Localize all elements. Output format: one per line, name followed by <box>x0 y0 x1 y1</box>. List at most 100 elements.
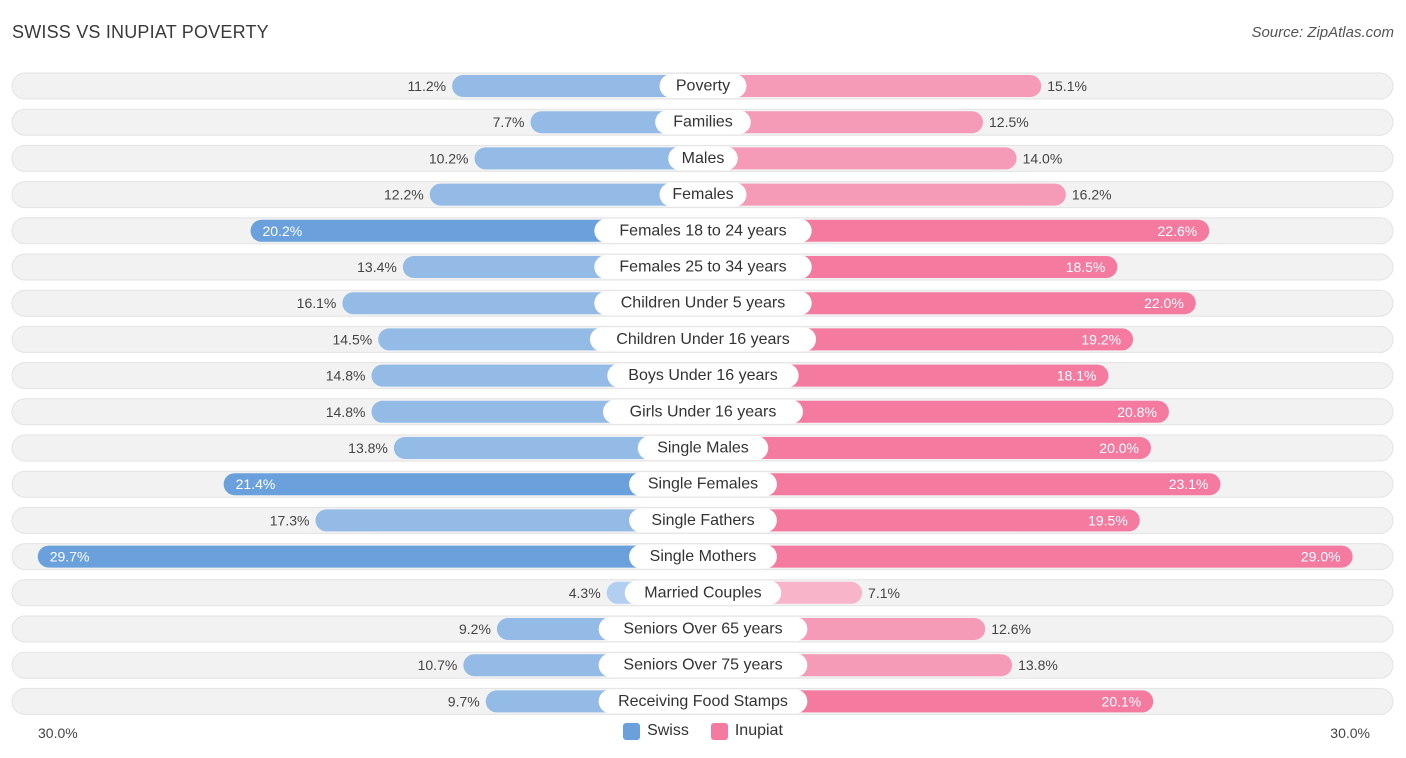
legend-item-swiss: Swiss <box>623 722 689 740</box>
category-pill-seniors-over-65-years <box>598 617 808 641</box>
value-inupiat-males: 14.0% <box>1023 150 1063 166</box>
category-pill-receiving-food-stamps <box>598 689 808 714</box>
value-swiss-children-under-16-years: 14.5% <box>332 331 372 347</box>
category-label-females-18-to-24-years: Females 18 to 24 years <box>619 222 786 239</box>
value-swiss-families: 7.7% <box>493 114 525 130</box>
bar-swiss-single-mothers <box>37 545 715 568</box>
value-inupiat-single-females: 23.1% <box>1169 476 1209 492</box>
value-inupiat-females: 16.2% <box>1072 187 1112 203</box>
category-label-females: Females <box>672 186 733 203</box>
value-inupiat-single-mothers: 29.0% <box>1301 549 1341 565</box>
bar-inupiat-males <box>692 147 1017 170</box>
category-label-females-25-to-34-years: Females 25 to 34 years <box>619 259 786 276</box>
category-pill-married-couples <box>624 580 782 605</box>
category-label-poverty: Poverty <box>676 78 730 95</box>
bar-inupiat-receiving-food-stamps <box>692 690 1154 713</box>
category-pill-single-females <box>629 472 777 497</box>
category-label-single-males: Single Males <box>657 440 749 457</box>
category-label-males: Males <box>682 150 725 167</box>
bar-inupiat-children-under-5-years <box>692 292 1196 315</box>
value-inupiat-females-18-to-24-years: 22.6% <box>1158 223 1198 239</box>
value-swiss-single-males: 13.8% <box>348 440 388 456</box>
category-pill-single-mothers <box>629 544 777 569</box>
category-label-married-couples: Married Couples <box>644 584 761 601</box>
category-label-children-under-5-years: Children Under 5 years <box>621 295 786 312</box>
chart-source: Source: ZipAtlas.com <box>1251 24 1394 41</box>
legend-item-inupiat: Inupiat <box>710 722 783 740</box>
bar-swiss-males <box>474 147 714 170</box>
bar-swiss-single-fathers <box>315 509 714 532</box>
value-swiss-receiving-food-stamps: 9.7% <box>448 693 480 709</box>
category-pill-poverty <box>659 74 747 98</box>
axis-right-label: 30.0% <box>1330 725 1370 741</box>
category-pill-females <box>659 182 747 207</box>
value-inupiat-poverty: 15.1% <box>1047 78 1087 94</box>
value-swiss-single-mothers: 29.7% <box>50 549 90 565</box>
value-swiss-males: 10.2% <box>429 150 469 166</box>
category-pill-families <box>655 110 751 135</box>
value-inupiat-seniors-over-65-years: 12.6% <box>991 621 1031 637</box>
value-swiss-seniors-over-75-years: 10.7% <box>418 657 458 673</box>
bar-swiss-females <box>429 183 714 206</box>
category-pill-females-18-to-24-years <box>594 218 812 243</box>
category-pill-males <box>668 146 738 171</box>
bar-inupiat-families <box>692 111 983 134</box>
chart-title: SWISS VS INUPIAT POVERTY <box>12 22 269 42</box>
category-label-single-mothers: Single Mothers <box>650 548 757 565</box>
category-pill-children-under-5-years <box>594 291 812 316</box>
category-label-boys-under-16-years: Boys Under 16 years <box>628 367 777 384</box>
category-pill-females-25-to-34-years <box>594 255 812 279</box>
category-label-single-females: Single Females <box>648 476 758 493</box>
value-inupiat-girls-under-16-years: 20.8% <box>1117 404 1157 420</box>
value-swiss-females-18-to-24-years: 20.2% <box>263 223 303 239</box>
value-inupiat-boys-under-16-years: 18.1% <box>1057 368 1097 384</box>
bar-inupiat-girls-under-16-years <box>692 400 1169 423</box>
bar-swiss-single-males <box>393 437 714 459</box>
bar-swiss-single-females <box>223 473 714 496</box>
legend-swatch-swiss <box>623 722 641 740</box>
category-label-girls-under-16-years: Girls Under 16 years <box>630 403 777 420</box>
legend: Swiss Inupiat <box>0 722 1406 740</box>
bar-inupiat-single-fathers <box>692 509 1140 532</box>
category-pill-boys-under-16-years <box>607 363 799 388</box>
bar-inupiat-single-mothers <box>692 545 1353 568</box>
value-swiss-married-couples: 4.3% <box>569 585 601 601</box>
category-label-families: Families <box>673 114 733 131</box>
category-label-receiving-food-stamps: Receiving Food Stamps <box>618 693 788 710</box>
value-swiss-females: 12.2% <box>384 187 424 203</box>
axis-left-label: 30.0% <box>38 725 78 741</box>
value-swiss-females-25-to-34-years: 13.4% <box>357 259 397 275</box>
category-label-children-under-16-years: Children Under 16 years <box>616 331 789 348</box>
value-inupiat-females-25-to-34-years: 18.5% <box>1066 259 1106 275</box>
value-swiss-poverty: 11.2% <box>407 78 446 94</box>
category-pill-seniors-over-75-years <box>598 653 808 678</box>
bar-inupiat-females-18-to-24-years <box>692 219 1210 242</box>
bar-inupiat-single-females <box>692 473 1221 496</box>
category-pill-single-males <box>637 436 769 460</box>
value-inupiat-single-fathers: 19.5% <box>1088 512 1128 528</box>
value-inupiat-children-under-5-years: 22.0% <box>1144 295 1184 311</box>
value-swiss-girls-under-16-years: 14.8% <box>326 404 366 420</box>
bar-inupiat-single-males <box>692 437 1151 459</box>
value-swiss-children-under-5-years: 16.1% <box>297 295 337 311</box>
value-swiss-single-females: 21.4% <box>236 476 276 492</box>
legend-label-swiss: Swiss <box>647 722 689 739</box>
value-inupiat-receiving-food-stamps: 20.1% <box>1102 693 1142 709</box>
category-label-seniors-over-75-years: Seniors Over 75 years <box>623 657 782 674</box>
category-pill-children-under-16-years <box>589 327 817 352</box>
value-inupiat-married-couples: 7.1% <box>868 585 900 601</box>
value-inupiat-seniors-over-75-years: 13.8% <box>1018 657 1058 673</box>
legend-label-inupiat: Inupiat <box>734 722 783 739</box>
category-pill-single-fathers <box>629 508 777 533</box>
bar-inupiat-poverty <box>692 75 1042 97</box>
value-swiss-boys-under-16-years: 14.8% <box>326 368 366 384</box>
value-inupiat-families: 12.5% <box>989 114 1029 130</box>
category-label-single-fathers: Single Fathers <box>651 512 754 529</box>
category-pill-girls-under-16-years <box>603 399 803 424</box>
value-swiss-single-fathers: 17.3% <box>270 512 310 528</box>
bar-inupiat-females <box>692 183 1066 206</box>
value-inupiat-children-under-16-years: 19.2% <box>1081 331 1121 347</box>
value-swiss-seniors-over-65-years: 9.2% <box>459 621 491 637</box>
bar-swiss-poverty <box>452 75 714 97</box>
